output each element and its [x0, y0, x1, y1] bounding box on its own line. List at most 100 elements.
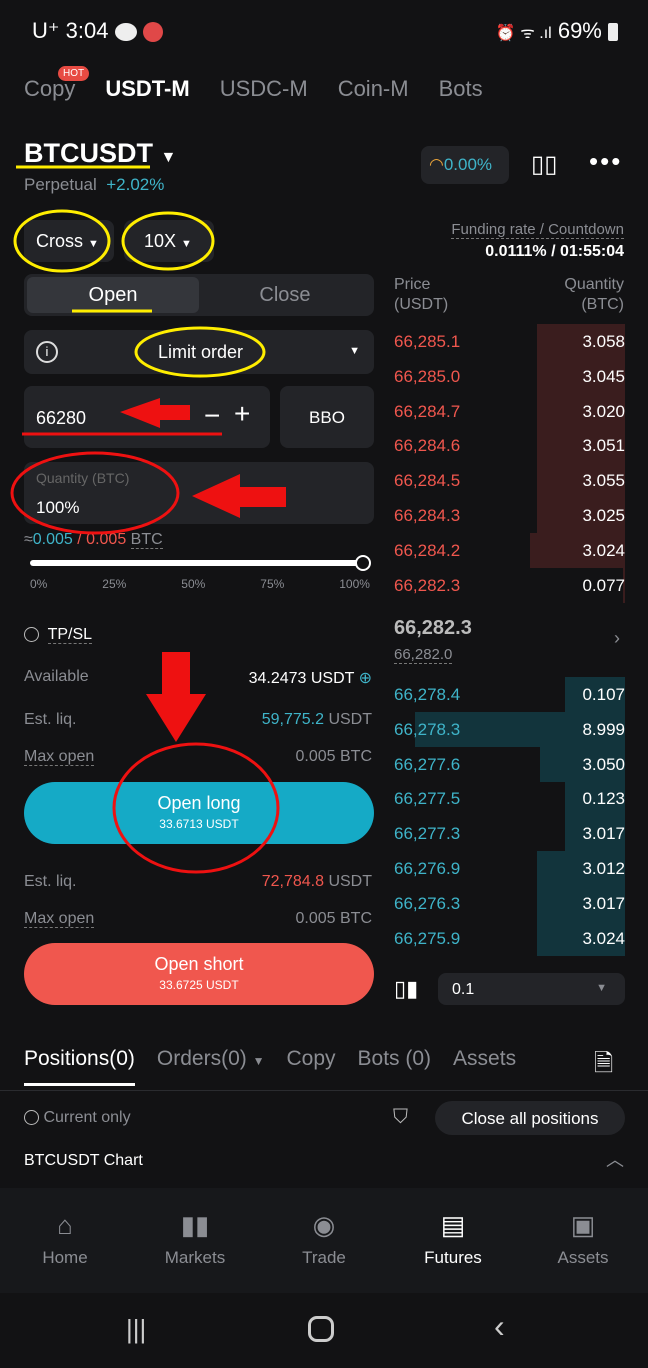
open-short-button[interactable]: Open short 33.6725 USDT: [24, 943, 374, 1005]
chevron-right-icon[interactable]: ›: [614, 628, 620, 648]
add-funds-icon[interactable]: ⊕: [358, 670, 372, 687]
long-max-open-value: 0.005 BTC: [295, 748, 372, 765]
open-long-button[interactable]: Open long 33.6713 USDT: [24, 782, 374, 844]
clock: 3:04: [65, 18, 109, 43]
ask-row[interactable]: 66,284.5 3.055: [394, 463, 625, 499]
bid-row[interactable]: 66,276.3 3.017: [394, 885, 625, 921]
bid-row[interactable]: 66,278.3 8.999: [394, 711, 625, 747]
carrier: U⁺: [32, 18, 60, 43]
short-max-open-label[interactable]: Max open: [24, 910, 95, 928]
home-button[interactable]: [308, 1316, 334, 1342]
ask-row[interactable]: 66,282.3 0.077: [394, 567, 625, 603]
increment-button[interactable]: +: [234, 398, 251, 429]
tab-close[interactable]: Close: [259, 284, 311, 306]
order-quantity: 3.017: [582, 824, 625, 844]
leverage-select[interactable]: 10X ▼: [124, 220, 214, 262]
margin-mode-select[interactable]: Cross ▼: [24, 220, 114, 262]
symbol-selector[interactable]: BTCUSDT ▼: [24, 138, 177, 168]
bid-row[interactable]: 66,277.6 3.050: [394, 746, 625, 782]
chart-toggle-label[interactable]: BTCUSDT Chart: [24, 1152, 143, 1169]
close-all-positions-button[interactable]: Close all positions: [435, 1101, 625, 1135]
depth-bar: [537, 428, 625, 464]
tab-bots-positions[interactable]: Bots (0): [357, 1047, 432, 1070]
depth-bar: [537, 851, 625, 886]
tab-coin-m[interactable]: Coin-M: [337, 76, 409, 101]
candlestick-chart-icon[interactable]: ▯▯: [531, 151, 558, 178]
filter-icon[interactable]: ⛉: [393, 1106, 408, 1128]
nav-futures[interactable]: ▤ Futures: [424, 1210, 482, 1267]
nav-trade[interactable]: ◉ Trade: [302, 1210, 346, 1267]
nav-home[interactable]: ⌂ Home: [42, 1210, 88, 1267]
order-quantity: 3.045: [582, 366, 625, 386]
depth-bar: [537, 324, 625, 359]
ask-row[interactable]: 66,285.1 3.058: [394, 324, 625, 359]
current-only-checkbox[interactable]: Current only: [24, 1109, 131, 1127]
tab-open[interactable]: Open: [27, 277, 199, 313]
depth-bar: [537, 463, 625, 499]
order-quantity: 3.051: [582, 436, 625, 456]
bbo-button[interactable]: BBO: [280, 386, 374, 448]
bid-row[interactable]: 66,275.9 3.024: [394, 920, 625, 956]
tpsl-checkbox[interactable]: TP/SL: [24, 626, 93, 644]
battery-level: 69%: [557, 18, 602, 43]
short-max-open-value: 0.005 BTC: [295, 910, 372, 927]
nav-assets[interactable]: ▣ Assets: [557, 1210, 609, 1267]
order-quantity: 0.123: [582, 789, 625, 809]
tab-copy-positions[interactable]: Copy: [286, 1047, 336, 1070]
ask-row[interactable]: 66,284.6 3.051: [394, 428, 625, 464]
nav-markets[interactable]: ▮▮ Markets: [164, 1210, 226, 1267]
ask-row[interactable]: 66,284.2 3.024: [394, 532, 625, 568]
long-liq-label: Est. liq.: [24, 711, 77, 728]
tab-orders[interactable]: Orders(0) ▼: [156, 1047, 265, 1070]
depth-view-icon[interactable]: ▯▮: [394, 976, 419, 1001]
long-max-open-label[interactable]: Max open: [24, 748, 95, 766]
tab-usdt-m[interactable]: USDT-M: [105, 76, 190, 101]
ask-row[interactable]: 66,284.7 3.020: [394, 393, 625, 429]
app-notification-icon: [142, 22, 163, 43]
bid-row[interactable]: 66,278.4 0.107: [394, 677, 625, 712]
bid-row[interactable]: 66,276.9 3.012: [394, 851, 625, 886]
tab-usdc-m[interactable]: USDC-M: [219, 76, 308, 101]
order-price: 66,278.4: [394, 685, 461, 704]
more-icon[interactable]: •••: [589, 146, 623, 176]
order-price: 66,278.3: [394, 719, 461, 739]
bid-row[interactable]: 66,277.5 0.123: [394, 781, 625, 817]
order-quantity: 3.024: [582, 540, 625, 560]
tab-assets[interactable]: Assets: [453, 1047, 517, 1070]
order-side-tabs: Open Close: [24, 274, 374, 316]
order-price: 66,275.9: [394, 928, 461, 948]
sentiment-button[interactable]: ◠0.00%: [421, 146, 509, 184]
short-liq-label: Est. liq.: [24, 873, 77, 890]
ask-row[interactable]: 66,284.3 3.025: [394, 498, 625, 533]
decrement-button[interactable]: −: [204, 400, 221, 431]
recent-apps-button[interactable]: |||: [126, 1314, 147, 1344]
funding-value: 0.0111% / 01:55:04: [485, 243, 624, 260]
long-liq-value: 59,775.2 USDT: [261, 711, 372, 728]
order-quantity: 3.017: [582, 893, 625, 913]
available-value: 34.2473 USDT ⊕: [248, 670, 372, 687]
tab-copy[interactable]: Copy HOT: [24, 66, 90, 102]
order-price: 66,276.9: [394, 859, 461, 878]
price-header: Price (USDT): [394, 276, 449, 313]
order-price: 66,277.5: [394, 789, 461, 809]
order-type-select[interactable]: i Limit order ▼: [24, 330, 374, 374]
precision-select[interactable]: 0.1 ▼: [438, 973, 625, 1005]
order-price: 66,284.5: [394, 471, 461, 491]
tab-bots[interactable]: Bots: [438, 76, 483, 101]
order-history-icon[interactable]: 🗎: [594, 1050, 614, 1077]
tab-positions[interactable]: Positions(0): [24, 1047, 135, 1086]
slider-handle[interactable]: [355, 555, 371, 571]
chevron-up-icon[interactable]: ︿: [606, 1150, 624, 1170]
ask-row[interactable]: 66,285.0 3.045: [394, 358, 625, 394]
caret-down-icon: ▼: [349, 345, 360, 357]
order-price: 66,284.3: [394, 506, 461, 525]
quantity-slider[interactable]: [30, 560, 366, 566]
status-bar: U⁺ 3:04: [32, 18, 163, 44]
price-change: +2.02%: [106, 175, 165, 194]
bid-row[interactable]: 66,277.3 3.017: [394, 816, 625, 852]
depth-bar: [537, 393, 625, 429]
info-icon[interactable]: i: [36, 341, 58, 363]
depth-bar: [537, 885, 625, 921]
back-button[interactable]: ‹: [494, 1308, 505, 1344]
funding-label[interactable]: Funding rate / Countdown: [451, 221, 624, 239]
